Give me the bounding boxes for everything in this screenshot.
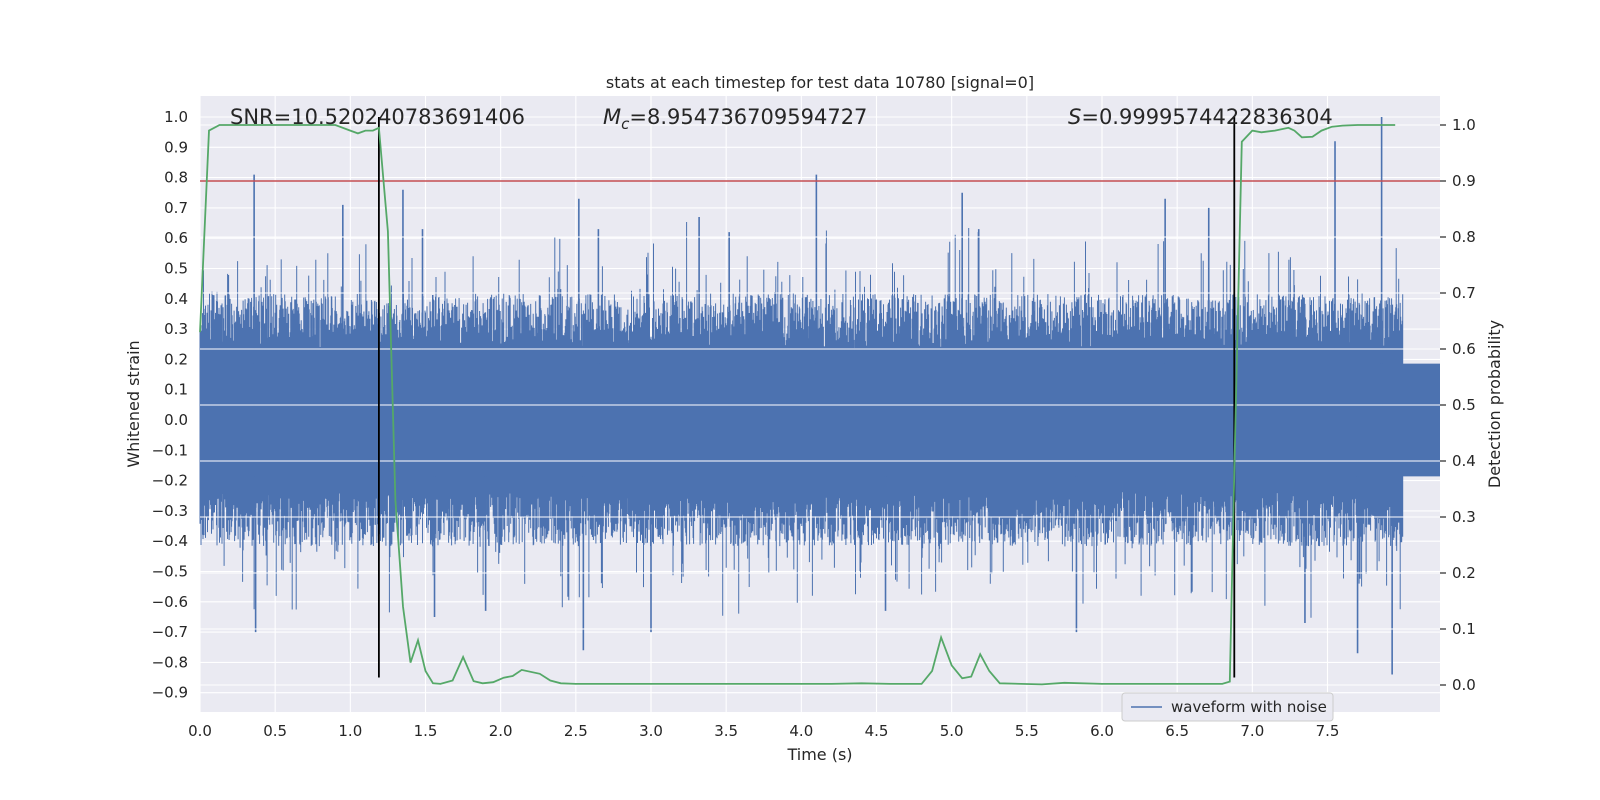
score-value: =0.9999574422836304 [1081, 105, 1332, 129]
chirp-mass-subscript: c [621, 115, 630, 133]
chart-title: stats at each timestep for test data 107… [606, 73, 1034, 92]
chirp-mass-annotation: Mc=8.954736709594727 [603, 105, 867, 133]
y2-axis-label: Detection probability [1485, 320, 1504, 488]
x-tick-label: 7.5 [1316, 722, 1340, 740]
y-tick-label: −0.1 [152, 441, 188, 459]
x-tick-label: 5.0 [940, 722, 964, 740]
y-tick-label: 0.7 [164, 199, 188, 217]
snr-annotation: SNR=10.520240783691406 [230, 105, 525, 129]
legend-label-waveform: waveform with noise [1171, 698, 1327, 716]
x-tick-label: 5.5 [1015, 722, 1039, 740]
y-tick-label: −0.8 [152, 653, 188, 671]
x-tick-label: 1.0 [338, 722, 362, 740]
probability-series [199, 124, 1396, 686]
x-tick-label: 6.5 [1165, 722, 1189, 740]
x-tick-label: 4.0 [789, 722, 813, 740]
y2-tick-label: 0.5 [1452, 396, 1476, 414]
y2-tick-label: 0.2 [1452, 564, 1476, 582]
score-symbol: S [1068, 105, 1081, 129]
x-tick-label: 1.5 [414, 722, 438, 740]
probability-line [199, 124, 1396, 686]
y2-tick-label: 0.0 [1452, 676, 1476, 694]
x-tick-label: 3.0 [639, 722, 663, 740]
y-tick-label: 0.1 [164, 381, 188, 399]
x-tick-label: 0.5 [263, 722, 287, 740]
y2-tick-label: 0.4 [1452, 452, 1476, 470]
y2-tick-label: 0.8 [1452, 228, 1476, 246]
y2-tick-label: 0.3 [1452, 508, 1476, 526]
y-tick-label: 0.0 [164, 411, 188, 429]
x-tick-label: 4.5 [865, 722, 889, 740]
legend-box [1121, 692, 1334, 722]
y-axis-label: Whitened strain [124, 340, 143, 467]
y-tick-label: −0.3 [152, 502, 188, 520]
y-tick-label: 0.6 [164, 229, 188, 247]
y2-tick-label: 0.9 [1452, 172, 1476, 190]
y-tick-label: 1.0 [164, 108, 188, 126]
y2-tick-label: 0.7 [1452, 284, 1476, 302]
y-tick-label: 0.2 [164, 350, 188, 368]
y-tick-label: −0.4 [152, 532, 188, 550]
waveform-series [199, 117, 1440, 675]
score-annotation: S=0.9999574422836304 [1068, 105, 1333, 129]
x-tick-label: 7.0 [1240, 722, 1264, 740]
y-tick-label: 0.8 [164, 169, 188, 187]
x-tick-label: 0.0 [188, 722, 212, 740]
y-tick-label: −0.2 [152, 472, 188, 490]
x-tick-label: 2.0 [489, 722, 513, 740]
y-tick-label: 0.3 [164, 320, 188, 338]
y2-tick-label: 0.1 [1452, 620, 1476, 638]
x-tick-label: 3.5 [714, 722, 738, 740]
y-tick-label: 0.4 [164, 290, 188, 308]
y-tick-label: 0.9 [164, 138, 188, 156]
y-tick-label: 0.5 [164, 260, 188, 278]
x-axis-label: Time (s) [786, 745, 852, 764]
chirp-mass-symbol: M [603, 105, 621, 129]
axis-ticks: 0.0 0.5 1.0 1.5 2.0 2.5 3.0 3.5 4.0 4.5 5.0 5.5 6.0 6… [152, 108, 1476, 740]
y-tick-label: −0.7 [152, 623, 188, 641]
x-tick-label: 6.0 [1090, 722, 1114, 740]
y-tick-label: −0.6 [152, 593, 188, 611]
x-tick-label: 2.5 [564, 722, 588, 740]
y-tick-label: −0.9 [152, 684, 188, 702]
waveform-core [200, 363, 1440, 477]
y2-tick-label: 1.0 [1452, 116, 1476, 134]
legend: waveform with noise [1121, 692, 1334, 722]
y-tick-label: −0.5 [152, 563, 188, 581]
y2-tick-label: 0.6 [1452, 340, 1476, 358]
chirp-mass-value: =8.954736709594727 [629, 105, 867, 129]
